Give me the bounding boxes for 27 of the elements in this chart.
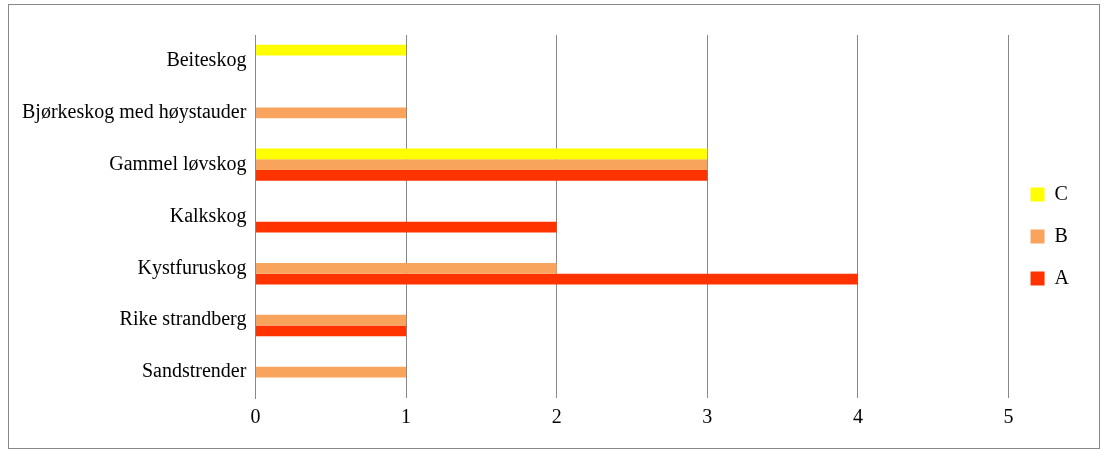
y-tick-label: Beiteskog — [166, 48, 247, 72]
y-tick-label: Bjørkeskog med høystauder — [22, 100, 247, 124]
x-tick-label: 3 — [702, 405, 713, 428]
bar — [255, 221, 557, 233]
x-tick-label: 4 — [852, 405, 863, 428]
x-tick-label: 5 — [1003, 405, 1014, 428]
bar — [255, 314, 407, 326]
x-tick-label: 1 — [401, 405, 412, 428]
legend-label: C — [1054, 181, 1068, 204]
bar — [255, 325, 407, 337]
bar — [255, 107, 407, 119]
legend-label: B — [1054, 223, 1068, 246]
bar — [255, 159, 708, 170]
bar — [255, 170, 708, 181]
y-tick-label: Gammel løvskog — [109, 151, 247, 175]
bar — [255, 44, 407, 56]
y-tick-label: Kalkskog — [169, 203, 247, 227]
y-tick-label: Kystfuruskog — [137, 255, 247, 279]
y-tick-label: Sandstrender — [141, 359, 247, 382]
bar — [255, 263, 557, 274]
legend-label: A — [1054, 265, 1070, 288]
bar — [255, 366, 407, 378]
x-tick-label: 0 — [250, 405, 261, 428]
y-tick-label: Rike strandberg — [119, 307, 247, 331]
bar — [255, 273, 858, 285]
bar — [255, 148, 708, 160]
x-tick-label: 2 — [551, 405, 562, 428]
